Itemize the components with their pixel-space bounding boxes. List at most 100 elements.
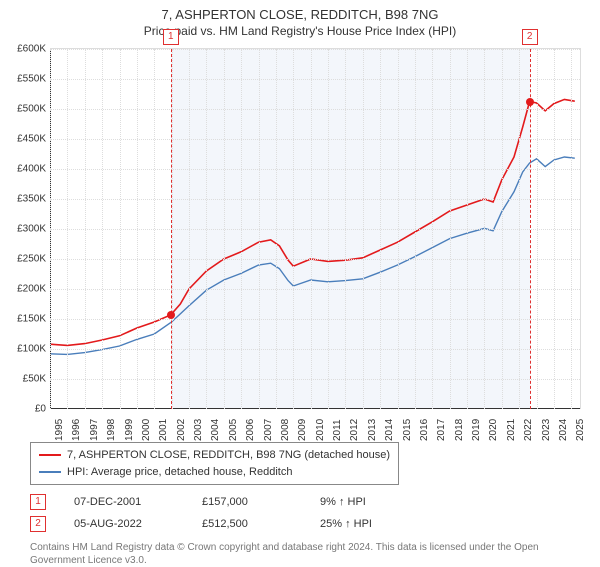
gridline-v (484, 49, 485, 409)
y-tick-label: £50K (2, 374, 46, 385)
x-tick-label: 2005 (228, 419, 239, 441)
x-tick-label: 2022 (523, 419, 534, 441)
y-tick-label: £100K (2, 344, 46, 355)
x-tick-label: 2004 (210, 419, 221, 441)
gridline-h (50, 349, 580, 350)
gridline-v (432, 49, 433, 409)
x-tick-label: 1997 (89, 419, 100, 441)
event-pct: 25% ↑ HPI (320, 518, 372, 530)
event-pct: 9% ↑ HPI (320, 496, 366, 508)
gridline-v (102, 49, 103, 409)
chart-subtitle: Price paid vs. HM Land Registry's House … (0, 24, 600, 42)
y-tick-label: £400K (2, 164, 46, 175)
gridline-v (415, 49, 416, 409)
y-tick-label: £150K (2, 314, 46, 325)
gridline-h (50, 229, 580, 230)
y-tick-label: £300K (2, 224, 46, 235)
event-row: 2 05-AUG-2022 £512,500 25% ↑ HPI (30, 513, 570, 535)
gridline-h (50, 139, 580, 140)
y-tick-label: £250K (2, 254, 46, 265)
y-tick-label: £550K (2, 74, 46, 85)
price-dot (167, 311, 175, 319)
x-tick-label: 2023 (541, 419, 552, 441)
gridline-v (154, 49, 155, 409)
legend-box: 7, ASHPERTON CLOSE, REDDITCH, B98 7NG (d… (30, 442, 399, 485)
gridline-v (293, 49, 294, 409)
gridline-v (85, 49, 86, 409)
x-tick-label: 2008 (280, 419, 291, 441)
x-tick-label: 2011 (332, 419, 343, 441)
x-tick-label: 2014 (384, 419, 395, 441)
gridline-v (571, 49, 572, 409)
y-tick-label: £500K (2, 104, 46, 115)
plot-area: £0£50K£100K£150K£200K£250K£300K£350K£400… (50, 48, 581, 409)
gridline-v (276, 49, 277, 409)
gridline-h (50, 259, 580, 260)
legend-row: HPI: Average price, detached house, Redd… (39, 464, 390, 481)
event-price: £512,500 (202, 518, 292, 530)
gridline-v (137, 49, 138, 409)
y-tick-label: £200K (2, 284, 46, 295)
x-tick-label: 2025 (575, 419, 586, 441)
gridline-h (50, 319, 580, 320)
gridline-h (50, 289, 580, 290)
gridline-v (67, 49, 68, 409)
gridline-h (50, 79, 580, 80)
event-date: 07-DEC-2001 (74, 496, 174, 508)
x-tick-label: 2024 (558, 419, 569, 441)
x-tick-label: 2018 (454, 419, 465, 441)
event-row: 1 07-DEC-2001 £157,000 9% ↑ HPI (30, 491, 570, 513)
gridline-v (467, 49, 468, 409)
gridline-v (450, 49, 451, 409)
gridline-v (50, 49, 51, 409)
x-tick-label: 1995 (54, 419, 65, 441)
gridline-v (241, 49, 242, 409)
y-tick-label: £450K (2, 134, 46, 145)
x-tick-label: 1998 (106, 419, 117, 441)
event-marker: 1 (30, 494, 46, 510)
x-tick-label: 2013 (367, 419, 378, 441)
series-line (50, 157, 575, 354)
x-tick-label: 2021 (506, 419, 517, 441)
gridline-v (363, 49, 364, 409)
gridline-h (50, 109, 580, 110)
gridline-h (50, 49, 580, 50)
x-tick-label: 2020 (488, 419, 499, 441)
y-tick-label: £350K (2, 194, 46, 205)
chart-title: 7, ASHPERTON CLOSE, REDDITCH, B98 7NG (0, 0, 600, 24)
gridline-v (328, 49, 329, 409)
x-tick-label: 2001 (158, 419, 169, 441)
x-tick-label: 2012 (349, 419, 360, 441)
license-text: Contains HM Land Registry data © Crown c… (30, 541, 570, 567)
x-tick-label: 2000 (141, 419, 152, 441)
gridline-h (50, 379, 580, 380)
x-tick-label: 1999 (124, 419, 135, 441)
gridline-v (380, 49, 381, 409)
price-dot (526, 98, 534, 106)
gridline-v (519, 49, 520, 409)
x-tick-label: 2010 (315, 419, 326, 441)
gridline-h (50, 169, 580, 170)
series-line (50, 99, 575, 345)
x-tick-label: 2007 (263, 419, 274, 441)
gridline-v (345, 49, 346, 409)
y-tick-label: £0 (2, 404, 46, 415)
event-date: 05-AUG-2022 (74, 518, 174, 530)
legend-label: HPI: Average price, detached house, Redd… (67, 464, 292, 481)
legend-label: 7, ASHPERTON CLOSE, REDDITCH, B98 7NG (d… (67, 447, 390, 464)
gridline-v (398, 49, 399, 409)
gridline-v (311, 49, 312, 409)
gridline-v (537, 49, 538, 409)
x-tick-label: 2019 (471, 419, 482, 441)
event-marker: 2 (30, 516, 46, 532)
x-tick-label: 2009 (297, 419, 308, 441)
reference-marker: 1 (163, 29, 179, 45)
event-price: £157,000 (202, 496, 292, 508)
gridline-h (50, 199, 580, 200)
y-tick-label: £600K (2, 44, 46, 55)
x-tick-label: 1996 (71, 419, 82, 441)
gridline-v (502, 49, 503, 409)
x-tick-label: 2015 (402, 419, 413, 441)
gridline-v (189, 49, 190, 409)
x-tick-label: 2003 (193, 419, 204, 441)
